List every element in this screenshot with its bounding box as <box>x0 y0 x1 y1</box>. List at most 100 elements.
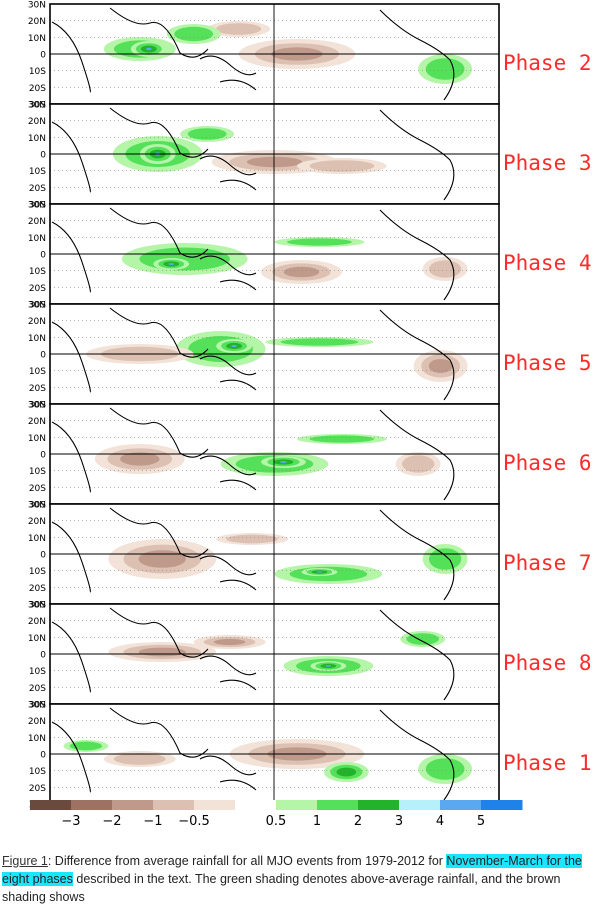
latitude-label: 20S <box>29 484 46 494</box>
latitude-label: 20N <box>28 17 46 27</box>
latitude-label: 30N <box>28 1 46 11</box>
anomaly-shading <box>121 237 468 284</box>
map-panel: 30N 20N 10N 0 10S 20S 30S Phase 5 <box>28 301 592 411</box>
latitude-label: 10S <box>29 667 46 677</box>
phase-label: Phase 2 <box>503 51 592 75</box>
colorbar-swatch <box>71 800 113 810</box>
map-panel: 30N 20N 10N 0 10S 20S 30S Phase 4 <box>28 201 592 311</box>
colorbar-swatch <box>235 800 277 810</box>
figure-link[interactable]: Figure 1 <box>2 854 48 868</box>
latitude-label: 20S <box>29 184 46 194</box>
latitude-label: 30N <box>28 501 46 511</box>
latitude-label: 20N <box>28 117 46 127</box>
latitude-label: 20N <box>28 417 46 427</box>
latitude-label: 10N <box>28 334 46 344</box>
latitude-label: 30S <box>29 701 46 711</box>
latitude-label: 10S <box>29 267 46 277</box>
latitude-label: 30N <box>28 101 46 111</box>
latitude-label: 0 <box>40 451 46 461</box>
map-panel: 30N 20N 10N 0 10S 20S 30S Phase 2 <box>28 1 592 111</box>
latitude-label: 10S <box>29 567 46 577</box>
latitude-label: 30N <box>28 301 46 311</box>
caption-text-before: : Difference from average rainfall for a… <box>47 854 447 868</box>
latitude-label: 10N <box>28 34 46 44</box>
latitude-label: 20N <box>28 217 46 227</box>
colorbar-tick-label: 1 <box>313 814 321 829</box>
latitude-label: 0 <box>40 551 46 561</box>
figure-caption: Figure 1: Difference from average rainfa… <box>2 852 602 906</box>
caption-text-after: described in the text. The green shading… <box>2 872 561 904</box>
latitude-label: 30S <box>29 301 46 311</box>
colorbar-swatch <box>276 800 318 810</box>
latitude-label: 20N <box>28 617 46 627</box>
latitude-label: 20S <box>29 284 46 294</box>
latitude-label: 10N <box>28 534 46 544</box>
map-panel: 30N 20N 10N 0 10S 20S 30S Phase 7 <box>28 501 592 611</box>
colorbar-swatch <box>481 800 523 810</box>
latitude-label: 20S <box>29 84 46 94</box>
latitude-label: 30S <box>29 101 46 111</box>
phase-label: Phase 7 <box>503 551 592 575</box>
map-panel: 30N 20N 10N 0 10S 20S 30S Phase 6 <box>28 401 592 511</box>
latitude-label: 30N <box>28 701 46 711</box>
latitude-label: 10S <box>29 767 46 777</box>
latitude-label: 0 <box>40 251 46 261</box>
map-panel: 30N 20N 10N 0 10S 20S 30S Phase 8 <box>28 601 592 711</box>
colorbar-tick-label: 0.5 <box>266 814 287 829</box>
colorbar: −3 −2 −1 −0.5 0.5 1 2 3 4 5 <box>30 800 523 829</box>
latitude-label: 10N <box>28 234 46 244</box>
latitude-label: 0 <box>40 151 46 161</box>
colorbar-swatch <box>194 800 236 810</box>
latitude-label: 30S <box>29 601 46 611</box>
colorbar-swatch <box>153 800 195 810</box>
latitude-label: 10S <box>29 67 46 77</box>
anomaly-shading <box>85 331 468 382</box>
latitude-label: 10N <box>28 134 46 144</box>
phase-label: Phase 3 <box>503 151 592 175</box>
phase-label: Phase 6 <box>503 451 592 475</box>
anomaly-shading <box>94 434 441 476</box>
colorbar-tick-label: 2 <box>354 814 362 829</box>
latitude-label: 0 <box>40 651 46 661</box>
latitude-label: 0 <box>40 351 46 361</box>
colorbar-tick-label: −3 <box>61 814 80 829</box>
phase-label: Phase 4 <box>503 251 592 275</box>
latitude-label: 10N <box>28 734 46 744</box>
latitude-label: 20S <box>29 384 46 394</box>
colorbar-tick-label: −0.5 <box>178 814 210 829</box>
map-panel: 30N 20N 10N 0 10S 20S 30S Phase 1 <box>28 701 592 811</box>
map-panel: 30N 20N 10N 0 10S 20S 30S Phase 3 <box>28 101 592 211</box>
phase-label: Phase 8 <box>503 651 592 675</box>
latitude-label: 10S <box>29 167 46 177</box>
colorbar-tick-label: 5 <box>477 814 485 829</box>
latitude-label: 20N <box>28 517 46 527</box>
latitude-label: 30N <box>28 401 46 411</box>
colorbar-tick-label: −1 <box>143 814 162 829</box>
latitude-label: 20S <box>29 684 46 694</box>
latitude-label: 20S <box>29 584 46 594</box>
latitude-label: 0 <box>40 51 46 61</box>
latitude-label: 10S <box>29 367 46 377</box>
latitude-label: 30S <box>29 401 46 411</box>
colorbar-swatch <box>399 800 441 810</box>
latitude-label: 30N <box>28 601 46 611</box>
latitude-label: 20N <box>28 717 46 727</box>
colorbar-tick-label: 3 <box>395 814 403 829</box>
colorbar-swatch <box>30 800 72 810</box>
colorbar-swatch <box>112 800 154 810</box>
latitude-label: 30S <box>29 501 46 511</box>
latitude-label: 10N <box>28 434 46 444</box>
latitude-label: 0 <box>40 751 46 761</box>
colorbar-tick-label: 4 <box>436 814 444 829</box>
latitude-label: 20N <box>28 317 46 327</box>
colorbar-swatch <box>358 800 400 810</box>
latitude-label: 10S <box>29 467 46 477</box>
latitude-label: 30S <box>29 201 46 211</box>
latitude-label: 10N <box>28 634 46 644</box>
latitude-label: 20S <box>29 784 46 794</box>
colorbar-swatch <box>317 800 359 810</box>
phase-label: Phase 5 <box>503 351 592 375</box>
latitude-label: 30N <box>28 201 46 211</box>
colorbar-tick-label: −2 <box>102 814 121 829</box>
